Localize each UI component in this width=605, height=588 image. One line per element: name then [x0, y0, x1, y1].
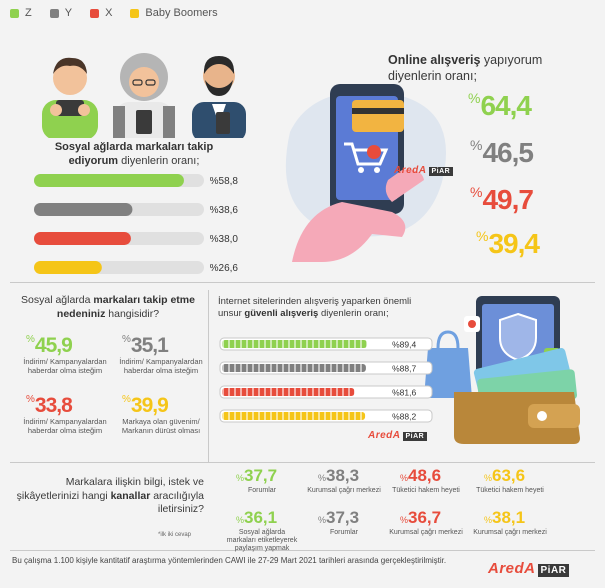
legend-swatch — [10, 8, 19, 18]
gen-x-person-icon — [192, 56, 246, 138]
reason-label: İndirim/ Kampanyalardan haberdar olma is… — [23, 417, 107, 435]
data-label: %36,7 — [400, 508, 442, 527]
social-follow-title: Sosyal ağlarda markaları takip ediyorum … — [54, 141, 214, 168]
bar — [222, 412, 366, 420]
online-shopping-title: Online alışveriş yapıyorum diyenlerin or… — [388, 53, 543, 84]
data-label: %38,0 — [210, 234, 239, 245]
data-label: %88,7 — [392, 364, 416, 374]
data-label: %35,1 — [122, 334, 169, 357]
channel-label: Kurumsal çağrı merkezi — [473, 529, 547, 536]
brand-logo: AredA PiAR — [488, 560, 570, 577]
shopping-bag-icon — [424, 348, 472, 398]
data-label: %88,2 — [392, 412, 416, 422]
legend-swatch — [130, 8, 140, 18]
legend-label: Y — [64, 7, 73, 19]
data-label: %58,8 — [210, 176, 239, 187]
channels-title: Markalara ilişkin bilgi, istek ve şikâye… — [16, 476, 204, 516]
data-label: %37,3 — [318, 508, 360, 527]
channel-label: Forumlar — [329, 529, 358, 536]
legend: Z Y X Baby Boomers — [10, 7, 218, 19]
data-label: %64,4 — [468, 90, 532, 121]
data-label: %39,4 — [476, 228, 540, 259]
legend-swatch — [90, 8, 100, 18]
legend-item: Z — [10, 7, 32, 19]
data-label: %39,9 — [122, 394, 169, 417]
data-label: %45,9 — [26, 334, 73, 357]
legend-swatch — [49, 8, 59, 18]
bar — [34, 174, 184, 187]
data-label: %38,1 — [484, 508, 526, 527]
channel-label: Kurumsal çağrı merkezi — [389, 529, 463, 536]
reason-label: İndirim/ Kampanyalardan haberdar olma is… — [119, 357, 203, 375]
divider — [208, 290, 209, 462]
generations-illustration — [42, 53, 246, 138]
data-label: %63,6 — [484, 466, 526, 485]
divider — [10, 462, 595, 463]
data-label: %33,8 — [26, 394, 73, 417]
divider — [10, 282, 595, 283]
brand-logo: AredA PiAR — [394, 165, 454, 176]
data-label: %48,6 — [400, 466, 442, 485]
data-label: %81,6 — [392, 388, 416, 398]
gen-z-person-icon — [42, 57, 98, 138]
footer-note: Bu çalışma 1.100 kişiyle kantitatif araş… — [12, 556, 447, 565]
legend-label: X — [105, 7, 113, 19]
bar — [222, 364, 366, 372]
data-label: %26,6 — [210, 263, 239, 274]
data-label: %38,3 — [318, 466, 360, 485]
channel-label: Forumlar — [247, 487, 276, 494]
channels-footnote: *ilk iki cevap — [158, 532, 192, 538]
channel-label: Tüketici hakem heyeti — [392, 487, 460, 494]
bar — [34, 203, 133, 216]
divider — [10, 550, 595, 551]
channel-label: Tüketici hakem heyeti — [476, 487, 544, 494]
data-label: %38,6 — [210, 205, 239, 216]
bar — [34, 232, 131, 245]
brand-logo: AredA PiAR — [368, 430, 428, 441]
legend-item: Baby Boomers — [130, 7, 218, 19]
data-label: %89,4 — [392, 340, 416, 350]
legend-item: Y — [49, 7, 73, 19]
wallet-shield-illustration — [424, 296, 580, 444]
channel-label: Sosyal ağlarda markaları etiketleyerek p… — [226, 529, 298, 553]
gen-y-person-icon — [113, 53, 175, 138]
legend-label: Z — [25, 7, 32, 19]
reasons-title: Sosyal ağlarda markaları takip etme nede… — [21, 294, 195, 320]
data-label: %46,5 — [470, 137, 534, 168]
data-label: %37,7 — [236, 466, 278, 485]
data-label: %49,7 — [470, 184, 534, 215]
reason-label: Markaya olan güvenim/ Markanın dürüst ol… — [121, 417, 201, 435]
data-label: %36,1 — [236, 508, 278, 527]
reason-label: İndirim/ Kampanyalardan haberdar olma is… — [23, 357, 107, 375]
channel-label: Kurumsal çağrı merkezi — [307, 487, 381, 494]
phone-shopping-illustration — [285, 84, 446, 262]
legend-item: X — [90, 7, 112, 19]
secure-shopping-title: İnternet sitelerinden alışveriş yaparken… — [218, 296, 412, 320]
legend-label: Baby Boomers — [145, 7, 218, 19]
bar — [222, 340, 368, 348]
bar — [222, 388, 355, 396]
bar — [34, 261, 102, 274]
